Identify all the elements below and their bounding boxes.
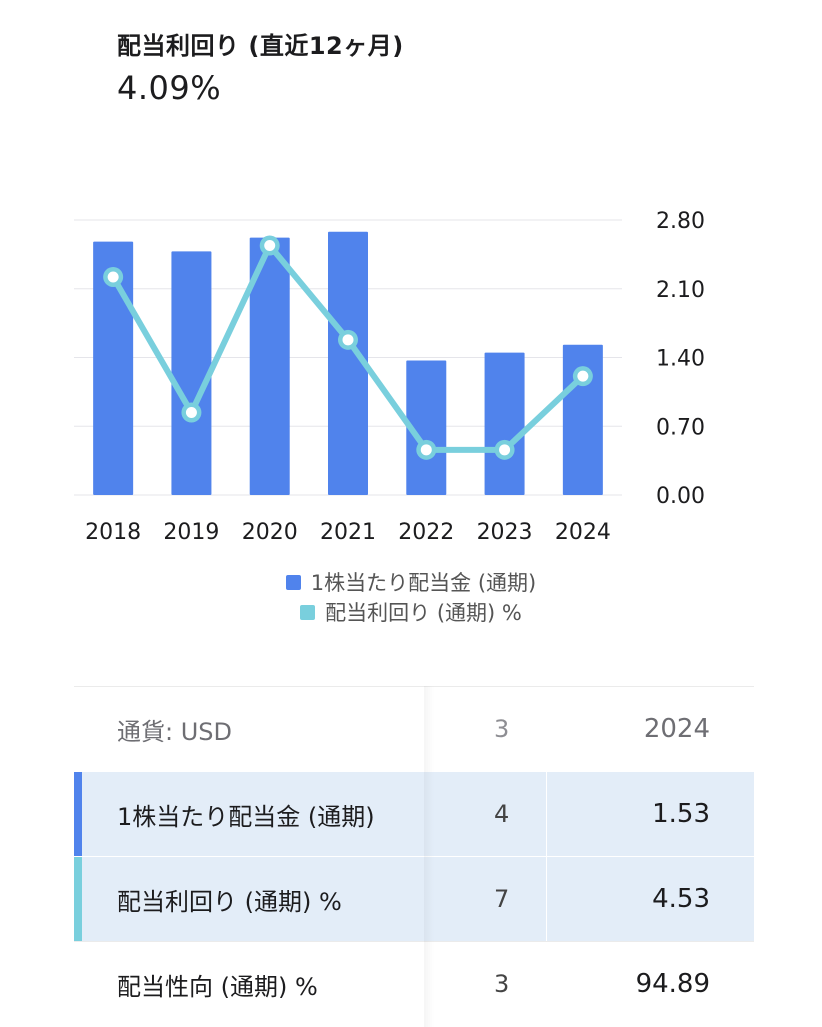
table-row[interactable]: 配当性向 (通期) % 3 94.89 [74, 941, 754, 1026]
table-row[interactable]: 配当利回り (通期) % 7 4.53 [74, 856, 754, 941]
row-value: 4.53 [652, 884, 710, 914]
yield-point-center [577, 370, 589, 382]
y-tick-label: 2.80 [656, 209, 705, 234]
chart-yield-points [103, 235, 593, 460]
dividend-bar[interactable] [249, 237, 290, 495]
chart-legend: 1株当たり配当金 (通期) 配当利回り (通期) % [0, 567, 822, 627]
chart-x-labels: 2018 2019 2020 2021 2022 2023 2024 [85, 520, 611, 545]
chart-bars [93, 231, 603, 495]
dividend-yield-header: 配当利回り (直近12ヶ月) 4.09% [117, 26, 404, 107]
column-divider [546, 857, 547, 941]
y-tick-label: 1.40 [656, 347, 705, 372]
legend-line-swatch [300, 604, 316, 620]
y-tick-label: 2.10 [656, 278, 705, 303]
legend-line-label: 配当利回り (通期) % [325, 601, 522, 625]
chart-y-ticks: 2.80 2.10 1.40 0.70 0.00 [656, 209, 705, 509]
year-header: 2024 [643, 714, 710, 744]
row-value: 94.89 [635, 969, 710, 999]
x-tick-label: 2018 [85, 520, 141, 545]
legend-bar-swatch [285, 574, 301, 590]
row-partial-value: 7 [494, 885, 510, 913]
yield-point-center [185, 407, 197, 418]
table-row[interactable]: 1株当たり配当金 (通期) 4 1.53 [74, 771, 754, 856]
dividend-bar[interactable] [406, 360, 447, 495]
row-partial-value: 3 [494, 970, 510, 998]
partial-year-header: 3 [494, 715, 510, 743]
dividend-table: 通貨: USD 3 2024 1株当たり配当金 (通期) 4 1.53 配当利回… [74, 686, 754, 1026]
table-header-row: 通貨: USD 3 2024 [74, 686, 754, 771]
legend-item-dividend[interactable]: 1株当たり配当金 (通期) [0, 567, 822, 597]
x-tick-label: 2021 [320, 520, 376, 545]
dividend-bar[interactable] [484, 352, 525, 495]
yield-point-center [107, 271, 119, 283]
legend-item-yield[interactable]: 配当利回り (通期) % [0, 597, 822, 627]
yield-point-center [342, 334, 354, 346]
yield-point-center [264, 240, 276, 252]
legend-bar-label: 1株当たり配当金 (通期) [310, 571, 537, 595]
y-tick-label: 0.70 [656, 415, 705, 440]
dividend-bar[interactable] [328, 231, 368, 495]
frozen-column-shadow [424, 686, 434, 1027]
dividend-chart: 2.80 2.10 1.40 0.70 0.00 2018 2019 2020 2021 202… [74, 209, 705, 545]
x-tick-label: 2024 [555, 520, 611, 545]
row-label: 配当性向 (通期) % [117, 972, 318, 1001]
row-color-bar [74, 857, 82, 941]
currency-label: 通貨: USD [117, 717, 232, 746]
dividend-yield-title: 配当利回り (直近12ヶ月) [117, 32, 404, 60]
x-tick-label: 2022 [398, 520, 454, 545]
row-color-bar [74, 772, 82, 856]
x-tick-label: 2023 [477, 520, 533, 545]
row-label: 1株当たり配当金 (通期) [117, 802, 375, 831]
y-tick-label: 0.00 [656, 484, 705, 509]
dividend-yield-value: 4.09% [117, 69, 222, 107]
dividend-bar[interactable] [171, 251, 212, 495]
row-label: 配当利回り (通期) % [117, 887, 342, 916]
dividend-bar[interactable] [93, 241, 134, 495]
column-divider [546, 772, 547, 856]
yield-point-center [499, 444, 511, 456]
yield-point-center [420, 444, 432, 456]
row-partial-value: 4 [494, 800, 510, 828]
row-value: 1.53 [652, 799, 710, 829]
x-tick-label: 2019 [163, 520, 219, 545]
x-tick-label: 2020 [242, 520, 298, 545]
